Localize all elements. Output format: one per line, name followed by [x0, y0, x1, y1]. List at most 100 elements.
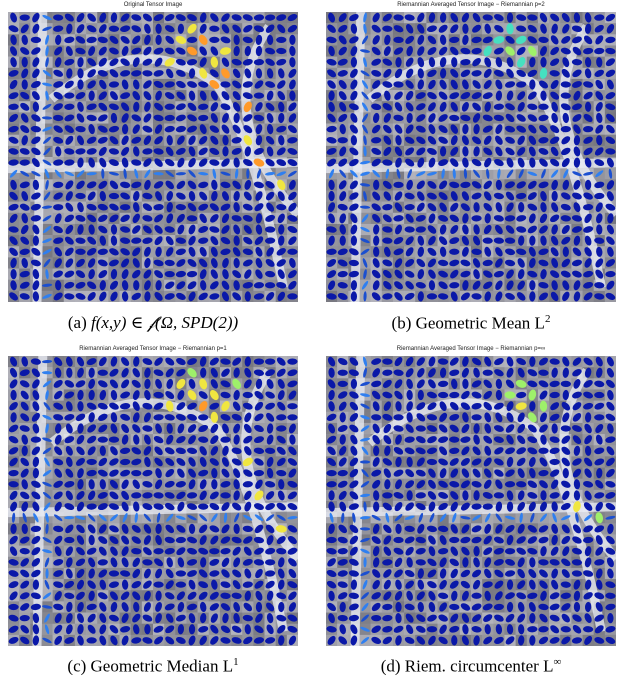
tensor-glyph — [133, 79, 140, 90]
tensor-glyph — [54, 468, 63, 478]
tensor-glyph — [584, 179, 592, 191]
tensor-glyph — [166, 434, 174, 445]
tensor-glyph — [371, 124, 381, 134]
tensor-glyph — [54, 546, 62, 557]
tensor-glyph — [209, 69, 219, 78]
tensor-glyph — [87, 524, 96, 534]
tensor-glyph — [505, 46, 515, 56]
tensor-glyph — [596, 112, 603, 124]
tensor-glyph — [233, 235, 240, 246]
tensor-glyph — [350, 135, 358, 146]
tensor-glyph — [153, 548, 164, 555]
tensor-glyph — [393, 469, 404, 477]
tensor-glyph — [350, 57, 358, 68]
tensor-glyph — [131, 114, 142, 122]
tensor-glyph — [32, 613, 40, 624]
tensor-glyph — [361, 280, 369, 290]
tensor-glyph — [493, 215, 504, 222]
tensor-glyph — [595, 35, 604, 45]
tensor-glyph — [449, 92, 460, 100]
tensor-glyph — [43, 136, 52, 144]
tensor-glyph — [9, 236, 18, 246]
tensor-glyph — [164, 14, 175, 22]
tensor-glyph — [349, 391, 359, 399]
tensor-glyph — [64, 80, 74, 89]
tensor-glyph — [131, 14, 142, 21]
tensor-glyph — [505, 147, 515, 156]
tensor-glyph — [187, 515, 197, 521]
tensor-glyph — [120, 237, 131, 244]
tensor-glyph — [371, 592, 381, 600]
tensor-glyph — [87, 435, 97, 444]
tensor-glyph — [20, 125, 30, 134]
tensor-glyph — [32, 269, 40, 280]
tensor-glyph — [97, 248, 108, 255]
tensor-glyph — [110, 423, 118, 434]
tensor-glyph — [383, 113, 391, 123]
tensor-glyph — [32, 624, 40, 635]
tensor-glyph — [166, 557, 173, 568]
tensor-glyph — [108, 171, 119, 176]
tensor-glyph — [460, 69, 471, 78]
tensor-glyph — [472, 258, 481, 268]
tensor-glyph — [22, 512, 27, 523]
tensor-glyph — [416, 202, 425, 212]
tensor-glyph — [231, 215, 242, 222]
tensor-glyph — [175, 237, 186, 244]
tensor-glyph — [108, 503, 119, 510]
tensor-glyph — [406, 179, 413, 190]
tensor-glyph — [108, 103, 119, 111]
tensor-glyph — [339, 412, 346, 423]
tensor-glyph — [233, 157, 240, 168]
tensor-glyph — [165, 568, 174, 579]
tensor-glyph — [287, 480, 298, 488]
tensor-glyph — [384, 34, 391, 45]
tensor-glyph — [255, 45, 263, 57]
tensor-glyph — [450, 225, 459, 234]
tensor-glyph — [372, 401, 380, 412]
tensor-glyph — [253, 92, 265, 99]
tensor-glyph — [220, 548, 231, 555]
tensor-glyph — [31, 247, 41, 256]
tensor-glyph — [393, 215, 404, 222]
tensor-glyph — [404, 226, 415, 233]
tensor-glyph — [87, 281, 97, 290]
tensor-glyph — [98, 569, 108, 578]
caption-b: (b) Geometric Mean L2 — [326, 313, 616, 334]
tensor-glyph — [10, 179, 17, 190]
tensor-glyph — [165, 613, 174, 623]
tensor-glyph — [45, 269, 49, 280]
tensor-glyph — [233, 479, 240, 490]
tensor-glyph — [109, 458, 119, 466]
tensor-glyph — [97, 203, 108, 211]
tensor-glyph — [572, 69, 582, 78]
tensor-glyph — [198, 547, 209, 555]
tensor-glyph — [349, 424, 359, 433]
tensor-glyph — [155, 23, 162, 34]
tensor-glyph — [32, 379, 40, 389]
tensor-glyph — [155, 423, 162, 434]
tensor-glyph — [165, 170, 175, 177]
tensor-glyph — [200, 367, 207, 378]
tensor-glyph — [64, 503, 75, 511]
tensor-glyph — [143, 524, 152, 534]
tensor-glyph — [176, 91, 186, 100]
tensor-glyph — [76, 568, 85, 579]
tensor-glyph — [75, 458, 86, 466]
tensor-glyph — [551, 202, 559, 213]
tensor-glyph — [121, 535, 130, 545]
tensor-glyph — [153, 625, 164, 633]
tensor-glyph — [242, 158, 253, 167]
tensor-glyph — [20, 413, 30, 422]
tensor-glyph — [495, 146, 503, 157]
tensor-glyph — [373, 445, 380, 456]
tensor-glyph — [132, 401, 140, 412]
tensor-glyph — [153, 70, 164, 77]
tensor-glyph — [415, 125, 426, 133]
tensor-glyph — [66, 601, 73, 613]
tensor-glyph — [606, 113, 615, 123]
tensor-glyph — [8, 226, 19, 233]
tensor-glyph — [42, 549, 53, 554]
tensor-glyph — [77, 367, 84, 378]
tensor-glyph — [53, 192, 63, 200]
